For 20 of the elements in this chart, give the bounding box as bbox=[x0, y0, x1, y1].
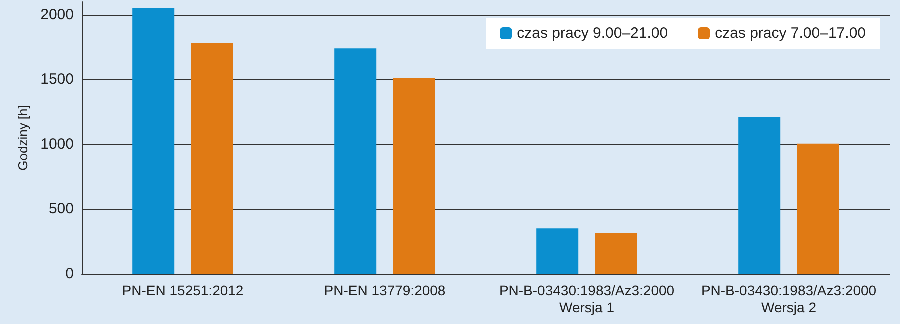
legend-label: czas pracy 9.00–21.00 bbox=[517, 25, 668, 42]
bar bbox=[334, 48, 377, 274]
y-axis-title: Godziny [h] bbox=[16, 105, 31, 171]
bar bbox=[595, 233, 638, 274]
y-tick-label: 0 bbox=[66, 266, 74, 282]
y-tick-label: 1500 bbox=[40, 71, 74, 88]
y-tick-label: 500 bbox=[48, 200, 74, 218]
bar bbox=[536, 228, 579, 274]
bar bbox=[132, 8, 175, 274]
y-tick-label: 1000 bbox=[40, 136, 74, 153]
bar bbox=[797, 144, 840, 274]
x-tick-label: PN-EN 15251:2012 bbox=[122, 282, 244, 298]
x-tick-label: PN-B-03430:1983/Az3:2000 Wersja 1 bbox=[499, 282, 675, 316]
bar bbox=[393, 78, 436, 274]
legend-label: czas pracy 7.00–17.00 bbox=[715, 25, 866, 42]
y-tick-label: 2000 bbox=[40, 6, 74, 24]
bar bbox=[191, 43, 234, 274]
x-tick-label: PN-B-03430:1983/Az3:2000 Wersja 2 bbox=[701, 282, 877, 316]
x-tick-label: PN-EN 13779:2008 bbox=[324, 282, 446, 298]
bar bbox=[738, 117, 781, 274]
